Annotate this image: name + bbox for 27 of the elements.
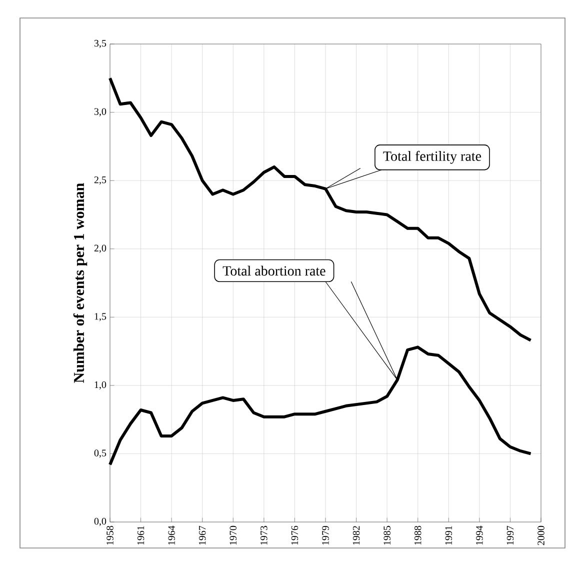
x-tick-label: 1970 xyxy=(230,526,237,545)
x-tick-label: 1991 xyxy=(445,526,452,545)
annotation: Total fertility rate xyxy=(383,150,482,164)
y-tick-label: 1,0 xyxy=(94,381,106,390)
x-tick-label: 1988 xyxy=(414,526,422,545)
x-tick-label: 1985 xyxy=(384,526,390,545)
y-tick-label: 1,5 xyxy=(94,313,106,322)
y-axis-title: Number of events per 1 woman xyxy=(73,183,88,383)
x-tick-label: 1997 xyxy=(506,526,514,545)
x-tick-label: 2000 xyxy=(538,526,544,546)
x-tick-label: 1976 xyxy=(291,526,298,545)
x-tick-label: 1982 xyxy=(352,526,360,545)
x-tick-label: 1967 xyxy=(199,526,206,545)
x-tick-label: 1994 xyxy=(476,526,483,545)
y-tick-label: 0,5 xyxy=(94,450,106,458)
line-series xyxy=(108,76,532,342)
x-tick-label: 1958 xyxy=(106,526,114,545)
x-tick-label: 1979 xyxy=(322,526,329,545)
y-tick-label: 2,5 xyxy=(94,176,106,185)
x-tick-label: 1964 xyxy=(168,526,175,545)
y-tick-label: 3,5 xyxy=(94,40,106,48)
y-tick-label: 3,0 xyxy=(94,108,106,116)
x-tick-label: 1973 xyxy=(260,526,268,545)
x-tick-label: 1961 xyxy=(137,526,144,545)
y-tick-label: 0,0 xyxy=(94,518,106,526)
annotation: Total abortion rate xyxy=(222,266,326,276)
y-tick-label: 2,0 xyxy=(94,244,106,253)
